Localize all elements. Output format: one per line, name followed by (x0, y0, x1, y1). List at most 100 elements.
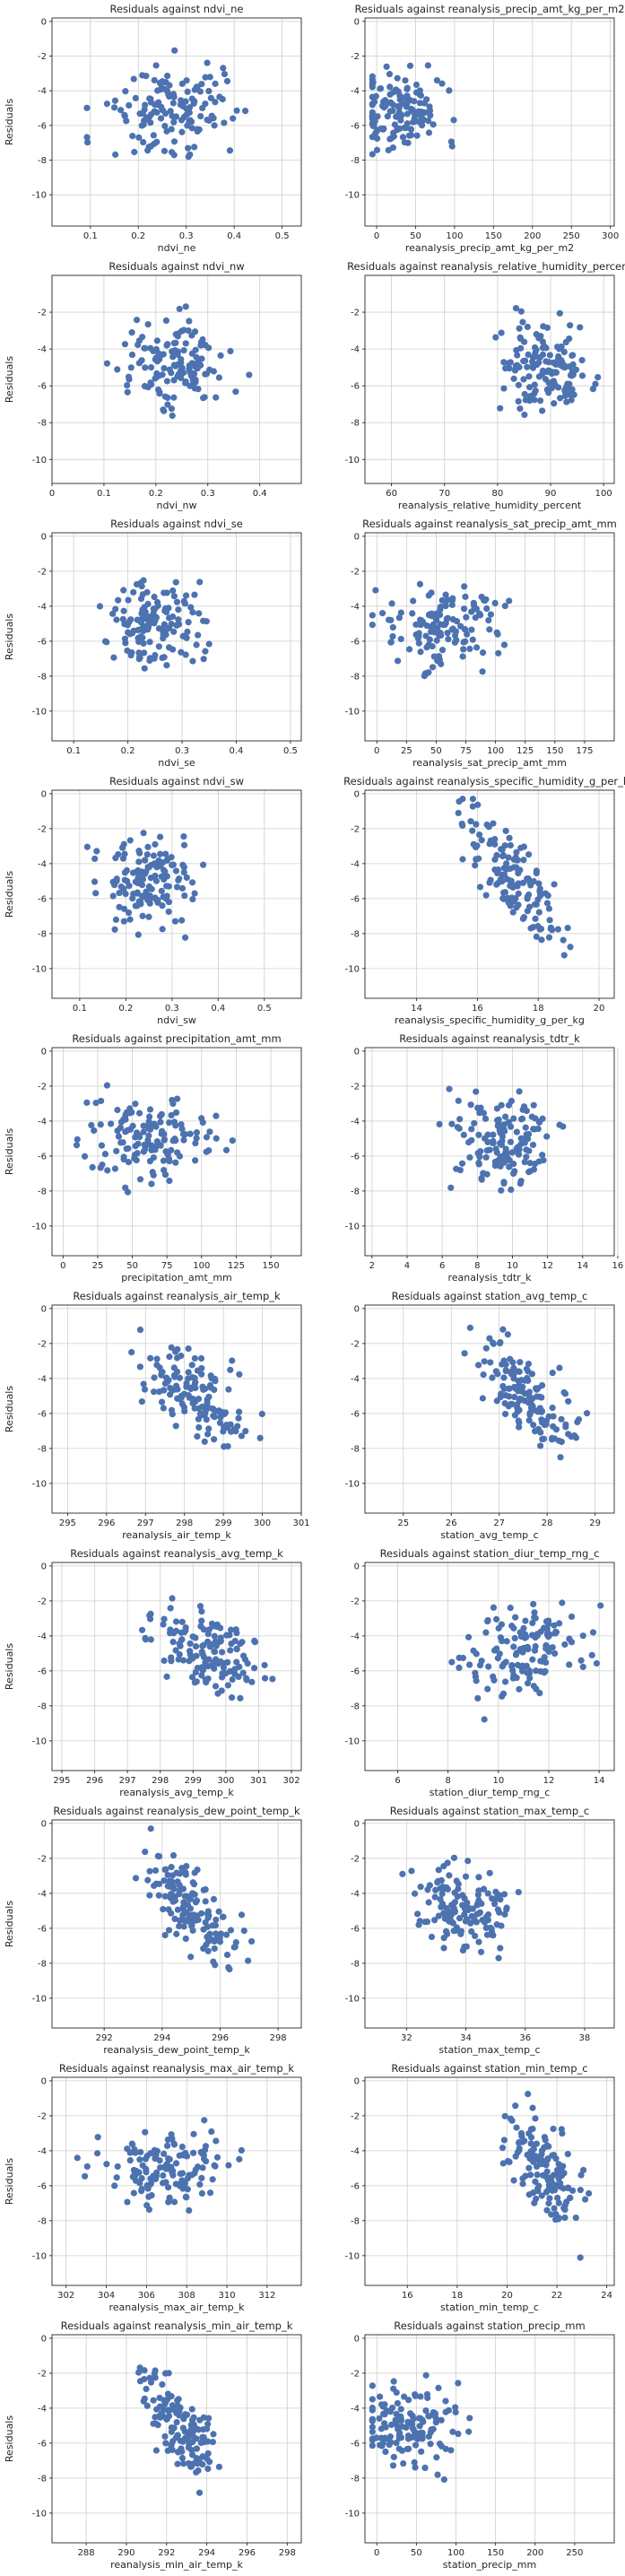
data-point (517, 1632, 525, 1640)
data-point (156, 79, 164, 87)
x-tick-label: 150 (262, 1261, 279, 1271)
y-tick-label: -6 (38, 2181, 47, 2191)
data-point (533, 1386, 541, 1393)
data-point (160, 1405, 167, 1412)
x-tick-label: 18 (451, 2291, 463, 2301)
data-point (192, 2166, 199, 2173)
data-point (136, 1176, 144, 1183)
data-point (139, 2162, 146, 2169)
data-point (421, 670, 429, 677)
data-point (492, 334, 499, 341)
data-point (560, 952, 568, 959)
data-point (83, 2163, 91, 2171)
data-point (209, 1405, 216, 1413)
data-point (494, 1117, 501, 1124)
data-point (202, 1885, 209, 1893)
y-tick-label: -2 (351, 1854, 360, 1864)
data-point (511, 1412, 518, 1419)
data-point (210, 1413, 217, 1420)
data-point (139, 875, 147, 883)
data-point (197, 2439, 204, 2447)
data-point (163, 378, 171, 385)
y-tick-label: -8 (38, 419, 47, 429)
data-point (472, 1673, 480, 1681)
data-point (132, 1875, 140, 1882)
data-point (546, 917, 553, 924)
data-point (164, 2137, 171, 2144)
y-tick-label: -4 (38, 859, 47, 869)
data-point (198, 1607, 205, 1615)
data-point (165, 1155, 173, 1162)
data-point (142, 101, 149, 109)
data-point (187, 1954, 195, 1961)
data-point (459, 1892, 466, 1899)
data-point (136, 2156, 143, 2163)
data-point (172, 1618, 180, 1625)
data-point (479, 649, 487, 657)
y-tick-label: -6 (351, 894, 360, 904)
data-point (551, 2205, 558, 2212)
data-point (182, 1935, 189, 1943)
data-point (152, 872, 159, 880)
data-point (422, 2371, 430, 2379)
data-point (232, 388, 239, 396)
plot-frame (364, 2334, 615, 2544)
data-point (456, 1125, 463, 1132)
data-point (136, 849, 143, 857)
data-point (381, 2411, 388, 2418)
data-point (529, 1141, 537, 1149)
data-point (192, 1139, 199, 1147)
data-point (113, 2174, 120, 2181)
data-point (185, 2444, 192, 2451)
y-tick-label: -2 (351, 2369, 360, 2379)
data-point (438, 647, 447, 654)
data-point (456, 1915, 464, 1922)
x-tick-label: 295 (53, 1776, 70, 1786)
data-point (237, 1694, 244, 1701)
data-point (164, 2390, 172, 2398)
data-point (474, 1891, 482, 1899)
data-point (483, 605, 490, 613)
y-tick-label: -2 (38, 1082, 47, 1092)
data-point (499, 1693, 506, 1700)
data-point (233, 1658, 240, 1666)
data-point (503, 860, 510, 867)
x-tick-label: 75 (161, 1261, 173, 1271)
data-point (170, 2198, 178, 2206)
data-point (442, 1928, 450, 1935)
data-point (565, 1431, 572, 1438)
y-tick-label: -10 (345, 456, 360, 466)
y-tick-label: 0 (354, 2334, 360, 2344)
data-point (552, 1426, 560, 1433)
y-tick-label: -10 (32, 1222, 47, 1231)
data-point (534, 2171, 541, 2179)
data-point (428, 589, 435, 596)
data-point (143, 2153, 151, 2160)
x-tick-label: 12 (543, 1776, 555, 1786)
data-point (538, 370, 546, 378)
x-tick-label: 25 (397, 1519, 409, 1528)
y-tick-label: -8 (38, 929, 47, 939)
data-point (157, 115, 165, 122)
data-point (135, 360, 143, 367)
data-point (474, 1104, 482, 1111)
data-point (198, 2174, 205, 2181)
data-point (499, 846, 506, 853)
x-tick-label: 75 (460, 746, 472, 756)
data-point (146, 1867, 153, 1875)
data-point (205, 1147, 213, 1154)
data-point (173, 1368, 181, 1376)
x-tick-label: 296 (212, 2033, 229, 2043)
data-point (172, 1348, 179, 1355)
data-point (520, 376, 527, 383)
x-tick-label: 14 (577, 1261, 588, 1271)
chart-panel: 0.1 0.2 0.3 0.4 0.5 -10 -8 -6 -4 -2 0 Residuals aga… (0, 515, 312, 772)
data-point (200, 2155, 208, 2163)
data-point (110, 654, 117, 661)
data-point (220, 1428, 227, 1435)
data-point (531, 1609, 538, 1616)
x-axis-label: station_avg_temp_c (440, 1529, 538, 1541)
data-point (209, 2176, 216, 2183)
data-point (555, 2199, 562, 2206)
data-point (151, 620, 158, 627)
